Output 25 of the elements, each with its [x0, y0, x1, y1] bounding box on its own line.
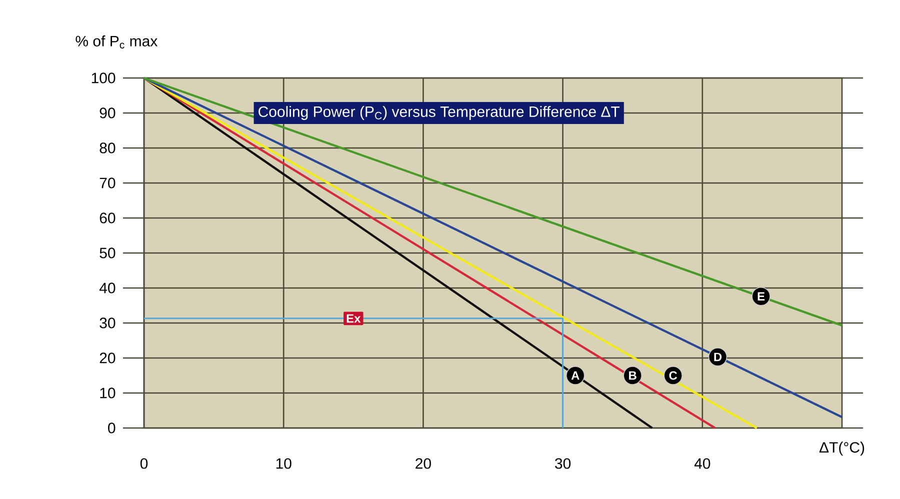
y-axis-title: % of P$_{c}$ max — [76, 35, 158, 49]
y-tick-label: 90 — [100, 108, 116, 118]
y-tick-label: 40 — [99, 282, 116, 294]
y-tick-label: 10 — [100, 388, 116, 398]
y-tick-label: 100 — [92, 72, 116, 84]
y-tick-label: 20 — [100, 352, 116, 364]
x-tick-label: 10 — [276, 458, 292, 469]
annotation: A — [571, 371, 580, 380]
x-tick-label: 0 — [140, 458, 148, 469]
y-tick-label: 80 — [100, 142, 116, 154]
annotation: E — [758, 292, 765, 301]
y-tick-label: 50 — [100, 248, 116, 258]
x-tick-label: 20 — [416, 458, 431, 469]
y-tick-label: 70 — [100, 178, 116, 188]
annotation: B — [629, 371, 636, 380]
y-tick-label: 30 — [100, 318, 116, 328]
annotation: C — [669, 371, 678, 380]
annotation: Ex — [346, 314, 361, 323]
x-tick-label: 40 — [694, 458, 710, 469]
y-tick-label: 0 — [108, 422, 116, 434]
x-axis-title: ΔT(°C) — [819, 442, 864, 456]
x-tick-label: 30 — [555, 458, 571, 469]
annotation: D — [714, 352, 722, 362]
text: Cooling Power (P$_{C}$) versus Temperature Difference ΔT — [258, 106, 620, 120]
y-tick-label: 60 — [100, 212, 116, 224]
